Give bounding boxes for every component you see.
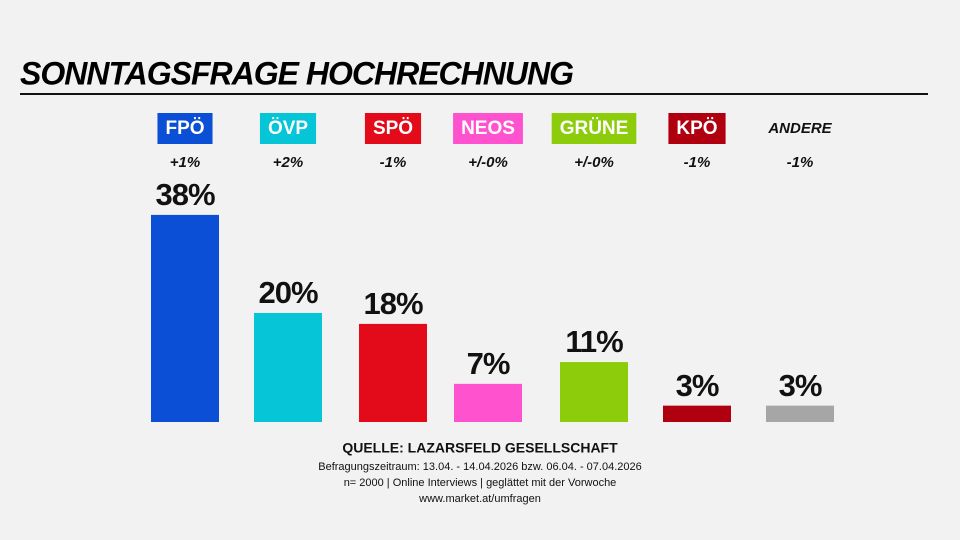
change-label: -1% [380, 154, 407, 171]
party-label: NEOS [461, 118, 515, 139]
value-label: 11% [565, 324, 623, 359]
value-label: 18% [363, 286, 422, 321]
party-label: SPÖ [373, 118, 413, 139]
bar [663, 405, 731, 422]
change-label: +/-0% [468, 154, 508, 171]
bar [151, 214, 219, 422]
chart-title: SONNTAGSFRAGE HOCHRECHNUNG [20, 55, 573, 91]
value-label: 38% [155, 177, 214, 212]
party-label-box [551, 113, 637, 144]
source: QUELLE: LAZARSFELD GESELLSCHAFT [342, 440, 618, 456]
party-label-box [453, 113, 523, 144]
value-label: 7% [467, 346, 510, 381]
change-label: +/-0% [574, 154, 614, 171]
party-label: ÖVP [268, 118, 308, 139]
note: www.market.at/umfragen [418, 493, 541, 505]
bar [766, 405, 834, 422]
party-label-box [157, 113, 213, 144]
party-label-box [364, 113, 422, 144]
change-label: +1% [170, 154, 200, 171]
bar [454, 383, 522, 422]
party-label: KPÖ [676, 118, 717, 139]
change-label: +2% [273, 154, 303, 171]
value-label: 3% [676, 368, 719, 403]
change-label: -1% [684, 154, 711, 171]
party-label: ANDERE [767, 120, 832, 137]
bar [254, 313, 322, 422]
change-label: -1% [787, 154, 814, 171]
bar [560, 362, 628, 422]
value-label: 3% [779, 368, 822, 403]
value-label: 20% [258, 275, 317, 310]
party-label-box [668, 113, 726, 144]
bar [359, 323, 427, 422]
party-label: FPÖ [165, 118, 204, 139]
note: n= 2000 | Online Interviews | geglättet … [344, 477, 617, 489]
party-label: GRÜNE [560, 118, 629, 139]
party-label-box [259, 113, 317, 144]
note: Befragungszeitraum: 13.04. - 14.04.2026 … [318, 461, 642, 473]
